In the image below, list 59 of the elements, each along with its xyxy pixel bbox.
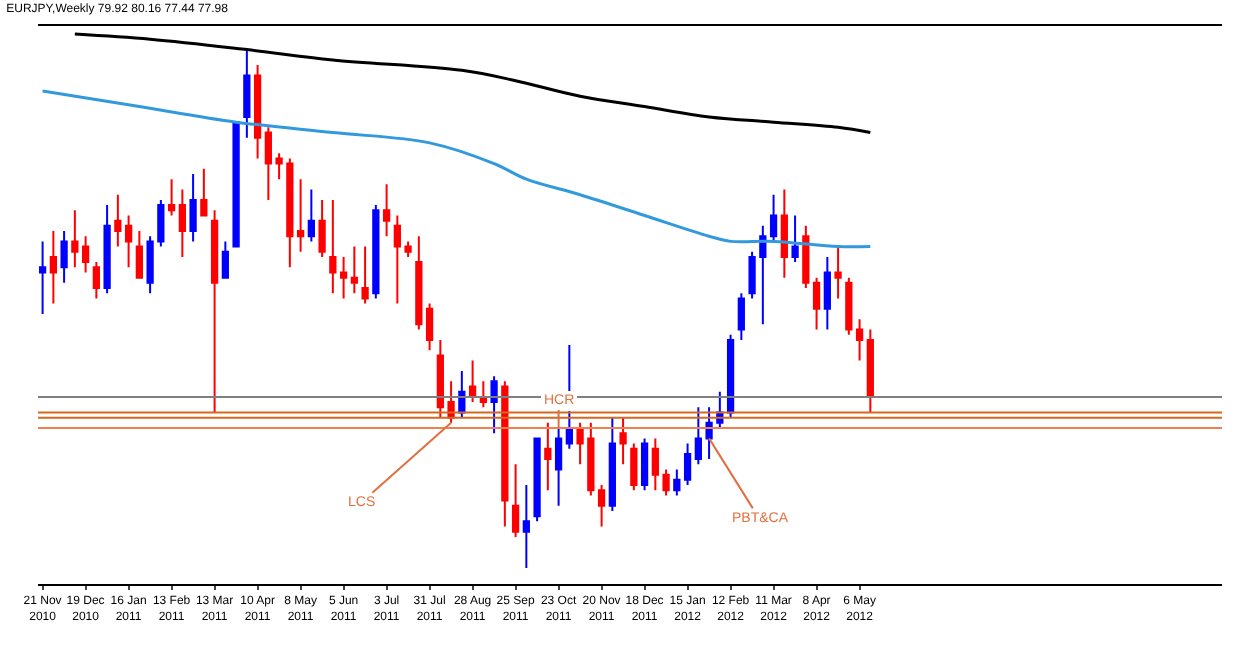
candlestick bbox=[415, 235, 423, 331]
candlestick bbox=[737, 292, 745, 341]
candlestick bbox=[769, 193, 778, 243]
candlestick bbox=[178, 188, 186, 258]
candlestick bbox=[791, 214, 799, 264]
candlestick bbox=[221, 240, 229, 279]
candlestick bbox=[329, 198, 337, 295]
candlestick bbox=[490, 375, 498, 435]
candlestick bbox=[114, 193, 122, 248]
candlestick bbox=[71, 209, 79, 269]
candlestick bbox=[200, 167, 208, 217]
candlestick bbox=[382, 183, 391, 238]
candlestick bbox=[189, 172, 197, 243]
candlestick bbox=[60, 230, 68, 284]
candlestick bbox=[597, 484, 606, 528]
candlestick bbox=[554, 427, 563, 507]
candlestick bbox=[544, 421, 552, 492]
candlestick bbox=[726, 333, 735, 419]
candlestick bbox=[780, 188, 788, 279]
candlestick bbox=[81, 235, 90, 274]
candlestick bbox=[296, 178, 305, 253]
candlestick bbox=[243, 48, 251, 139]
candlestick bbox=[92, 261, 100, 300]
candlestick bbox=[640, 437, 649, 492]
candlestick bbox=[533, 437, 541, 523]
candlestick bbox=[866, 328, 874, 414]
candlestick bbox=[468, 359, 477, 404]
candlestick bbox=[339, 255, 348, 300]
candlestick bbox=[167, 178, 176, 217]
candlestick bbox=[103, 204, 111, 295]
candlestick bbox=[307, 188, 315, 243]
candlestick bbox=[845, 276, 853, 336]
candlestick bbox=[49, 230, 57, 305]
candlestick bbox=[812, 276, 821, 331]
candlestick bbox=[253, 64, 262, 160]
candlestick bbox=[834, 245, 842, 300]
candlestick bbox=[823, 255, 831, 331]
candlestick bbox=[350, 245, 358, 295]
candlestick bbox=[683, 442, 692, 487]
candlestick bbox=[673, 468, 681, 497]
candlestick bbox=[135, 230, 143, 279]
candlestick bbox=[425, 302, 434, 352]
candlestick bbox=[608, 416, 616, 512]
candlestick bbox=[318, 198, 326, 258]
candlestick bbox=[38, 240, 47, 315]
candlestick bbox=[802, 224, 810, 290]
candlestick bbox=[855, 318, 864, 362]
candlestick bbox=[232, 121, 240, 248]
candlestick bbox=[522, 484, 530, 569]
candlestick bbox=[619, 416, 627, 466]
candlestick bbox=[479, 380, 487, 409]
candlestick bbox=[511, 463, 520, 538]
candlestick bbox=[124, 214, 133, 269]
candlestick bbox=[458, 369, 466, 419]
candlestick bbox=[372, 204, 380, 300]
candlestick bbox=[501, 380, 509, 528]
candlestick bbox=[210, 209, 219, 414]
candlestick bbox=[361, 245, 369, 305]
candlestick bbox=[630, 442, 638, 492]
